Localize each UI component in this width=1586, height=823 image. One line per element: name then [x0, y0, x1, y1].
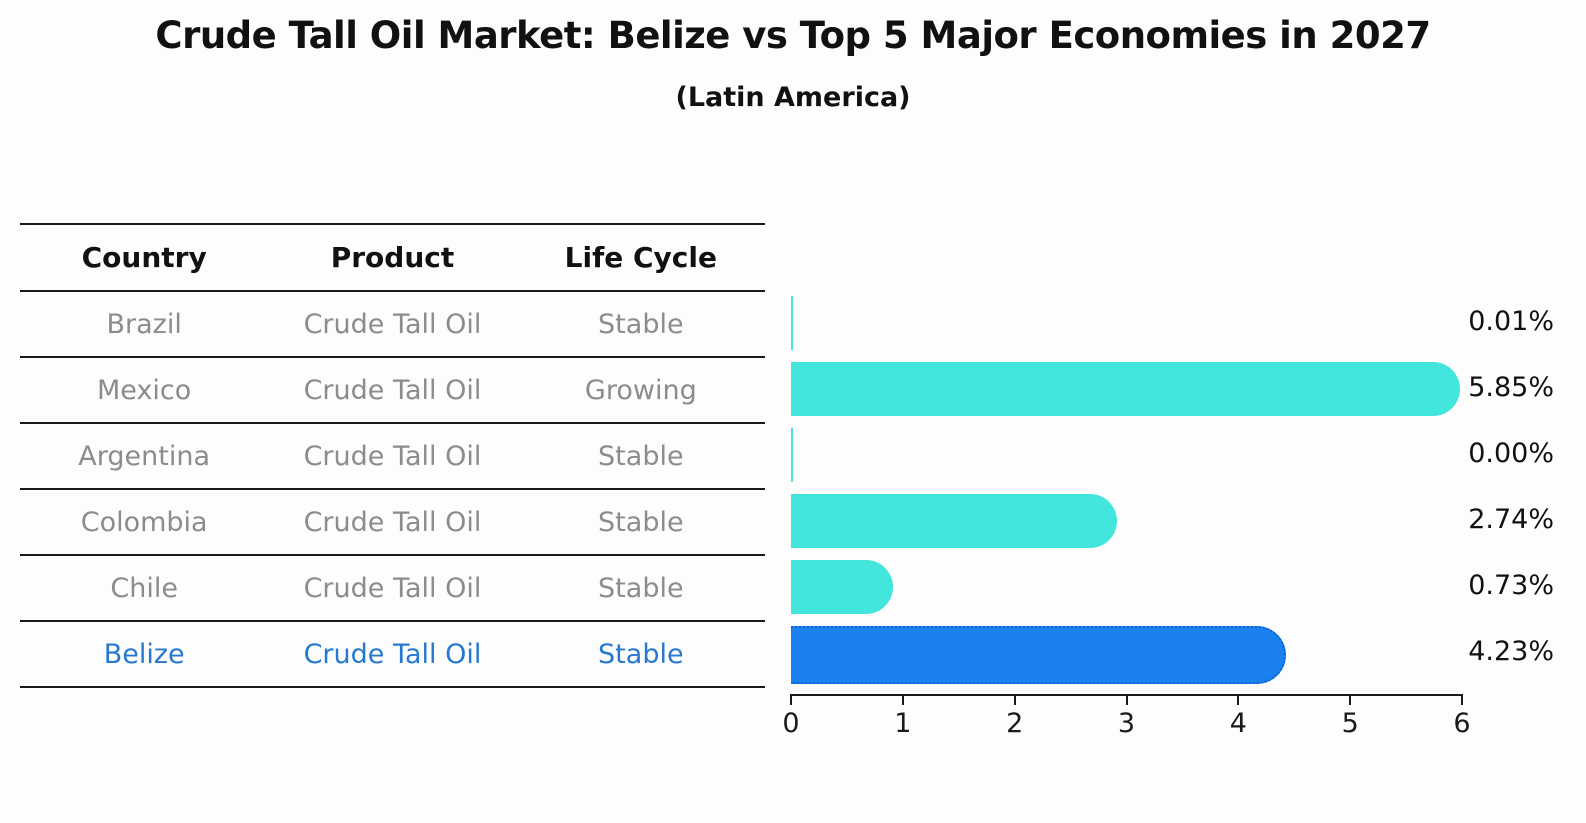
chart-title: Crude Tall Oil Market: Belize vs Top 5 M…	[155, 14, 1431, 57]
cell-product: Crude Tall Oil	[303, 506, 482, 538]
cell-product: Crude Tall Oil	[303, 308, 482, 340]
x-axis-tick	[1349, 696, 1352, 705]
table-body: Brazil Crude Tall Oil Stable Mexico Crud…	[20, 292, 765, 686]
x-axis-tick	[790, 696, 792, 705]
value-label-colombia: 2.74%	[1468, 504, 1554, 535]
bar-brazil	[791, 296, 793, 350]
country-table: Country Product Life Cycle Brazil Crude …	[20, 223, 765, 688]
chart-subtitle: (Latin America)	[675, 82, 911, 113]
x-axis-line	[790, 694, 1463, 696]
x-axis-tick	[1461, 696, 1463, 705]
cell-life-cycle: Stable	[598, 308, 684, 340]
cell-life-cycle: Stable	[598, 572, 684, 604]
cell-life-cycle: Stable	[598, 638, 684, 670]
x-axis-tick-label: 5	[1341, 708, 1359, 739]
bar-belize	[791, 626, 1287, 684]
x-axis-tick-label: 1	[894, 708, 912, 739]
value-label-argentina: 0.00%	[1468, 438, 1554, 469]
value-label-belize: 4.23%	[1468, 636, 1554, 667]
table-row: Belize Crude Tall Oil Stable	[20, 622, 765, 686]
bar-argentina	[791, 428, 793, 482]
value-label-brazil: 0.01%	[1468, 306, 1554, 337]
bar-colombia	[791, 494, 1118, 548]
bar-chile	[791, 560, 893, 614]
cell-product: Crude Tall Oil	[303, 572, 482, 604]
cell-country: Belize	[103, 638, 185, 670]
table-row: Argentina Crude Tall Oil Stable	[20, 424, 765, 490]
table-row: Chile Crude Tall Oil Stable	[20, 556, 765, 622]
x-axis-tick-label: 4	[1229, 708, 1247, 739]
cell-life-cycle: Stable	[598, 440, 684, 472]
bar-mexico	[791, 362, 1460, 416]
x-axis-tick	[1125, 696, 1128, 705]
x-axis-tick-label: 6	[1453, 708, 1471, 739]
x-axis-tick	[901, 696, 904, 705]
cell-country: Chile	[110, 572, 178, 604]
column-header-life-cycle: Life Cycle	[564, 241, 717, 274]
table-header-row: Country Product Life Cycle	[20, 225, 765, 292]
cell-country: Colombia	[80, 506, 208, 538]
x-axis-tick	[1013, 696, 1016, 705]
cell-life-cycle: Stable	[598, 506, 684, 538]
cell-product: Crude Tall Oil	[303, 374, 482, 406]
cell-country: Mexico	[97, 374, 192, 406]
table-row: Brazil Crude Tall Oil Stable	[20, 292, 765, 358]
column-header-country: Country	[81, 241, 207, 274]
cell-life-cycle: Growing	[584, 374, 697, 406]
cell-product: Crude Tall Oil	[303, 440, 482, 472]
x-axis-tick-label: 3	[1117, 708, 1136, 739]
cell-product: Crude Tall Oil	[303, 638, 482, 670]
x-axis-tick-label: 0	[782, 708, 800, 739]
table-row: Colombia Crude Tall Oil Stable	[20, 490, 765, 556]
x-axis-tick	[1237, 696, 1240, 705]
cell-country: Argentina	[78, 440, 211, 472]
cell-country: Brazil	[106, 308, 182, 340]
column-header-product: Product	[330, 241, 455, 274]
x-axis-tick-label: 2	[1006, 708, 1024, 739]
value-label-chile: 0.73%	[1468, 570, 1554, 601]
table-row: Mexico Crude Tall Oil Growing	[20, 358, 765, 424]
value-label-mexico: 5.85%	[1468, 372, 1554, 403]
